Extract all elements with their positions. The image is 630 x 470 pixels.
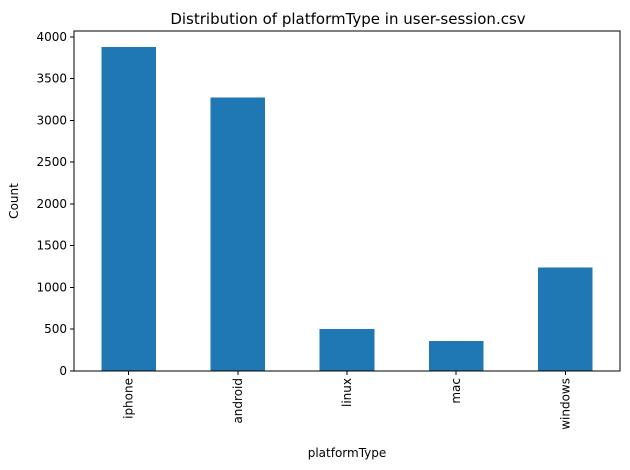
x-tick-label-windows: windows [558,378,572,430]
bars-group [101,46,593,372]
y-axis-label: Count [7,183,21,219]
y-tick-label: 2000 [36,197,67,211]
y-tick-label: 500 [44,322,67,336]
chart-title: Distribution of platformType in user-ses… [170,10,525,28]
y-tick-label: 2500 [36,155,67,169]
y-tick-label: 3000 [36,113,67,127]
plot-frame [73,30,621,372]
y-axis-ticks: 0 500 1000 1500 2000 2500 3000 3500 4000 [36,30,74,378]
x-tick-label-linux: linux [340,378,354,407]
y-tick-label: 1500 [36,239,67,253]
bar-linux [319,328,375,371]
x-tick-label-android: android [231,378,245,424]
bar-mac [428,340,484,371]
bar-android [210,97,266,371]
y-tick-label: 0 [59,364,67,378]
x-tick-label-iphone: iphone [122,378,136,419]
y-tick-label: 1000 [36,281,67,295]
plot-area: 0 500 1000 1500 2000 2500 3000 3500 4000 iphone a… [36,30,621,430]
y-tick-label: 4000 [36,30,67,44]
y-tick-label: 3500 [36,72,67,86]
x-axis-label: platformType [308,446,387,460]
x-tick-label-mac: mac [449,378,463,404]
bar-iphone [101,46,156,372]
bar-windows [538,267,593,371]
x-axis-ticks: iphone android linux mac windows [122,371,572,430]
